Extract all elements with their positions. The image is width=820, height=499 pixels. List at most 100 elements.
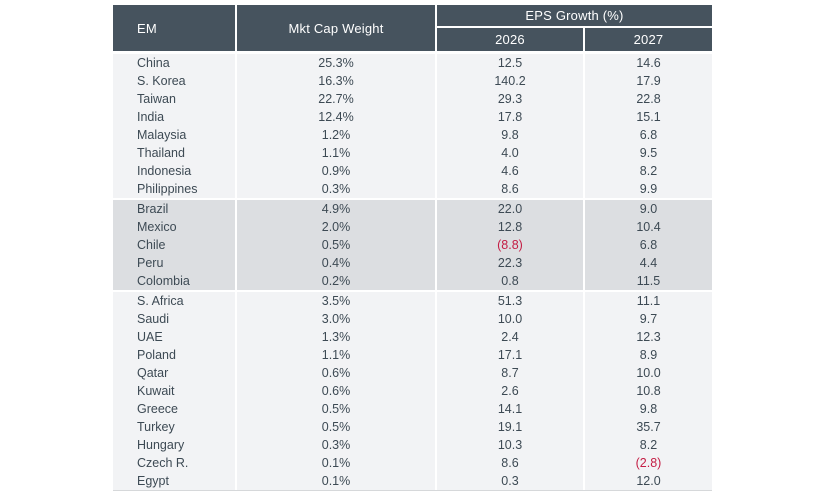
country-cell: Indonesia <box>137 164 192 178</box>
table-row: S. Africa 3.5% 51.3 11.1 <box>113 292 712 310</box>
country-group-0: China 25.3% 12.5 14.6 S. Korea 16.3% 140.2 17.9… <box>113 54 712 198</box>
table-row: UAE 1.3% 2.4 12.3 <box>113 328 712 346</box>
table-header: EM Mkt Cap Weight EPS Growth (%) 2026 20… <box>113 5 712 51</box>
weight-cell: 3.5% <box>235 292 435 310</box>
weight-cell: 0.6% <box>235 382 435 400</box>
header-cell-em: EM <box>137 20 157 36</box>
eps-2027-cell: 4.4 <box>583 254 712 272</box>
country-cell: Philippines <box>137 182 198 196</box>
eps-2027-cell: 35.7 <box>583 418 712 436</box>
table-row: China 25.3% 12.5 14.6 <box>113 54 712 72</box>
table-row: Malaysia 1.2% 9.8 6.8 <box>113 126 712 144</box>
eps-2026-cell: 0.8 <box>435 272 583 290</box>
header-cell-2026: 2026 <box>435 28 583 51</box>
eps-2026-cell: 2.4 <box>435 328 583 346</box>
table-row: Egypt 0.1% 0.3 12.0 <box>113 472 712 490</box>
eps-2027-cell: 8.9 <box>583 346 712 364</box>
table-row: Colombia 0.2% 0.8 11.5 <box>113 272 712 290</box>
weight-cell: 1.2% <box>235 126 435 144</box>
country-cell: Colombia <box>137 274 190 288</box>
table-body: China 25.3% 12.5 14.6 S. Korea 16.3% 140.2 17.9… <box>113 54 712 491</box>
table-row: Brazil 4.9% 22.0 9.0 <box>113 200 712 218</box>
table-row: India 12.4% 17.8 15.1 <box>113 108 712 126</box>
eps-2026-cell: (8.8) <box>435 236 583 254</box>
table-row: Turkey 0.5% 19.1 35.7 <box>113 418 712 436</box>
eps-2027-cell: 9.7 <box>583 310 712 328</box>
weight-cell: 1.3% <box>235 328 435 346</box>
weight-cell: 0.5% <box>235 236 435 254</box>
eps-2026-cell: 8.6 <box>435 180 583 198</box>
table-row: S. Korea 16.3% 140.2 17.9 <box>113 72 712 90</box>
eps-2027-cell: 11.5 <box>583 272 712 290</box>
eps-2026-cell: 140.2 <box>435 72 583 90</box>
country-cell: China <box>137 56 170 70</box>
eps-2026-cell: 2.6 <box>435 382 583 400</box>
eps-2026-cell: 4.0 <box>435 144 583 162</box>
country-cell: Peru <box>137 256 164 270</box>
eps-2027-cell: 9.0 <box>583 200 712 218</box>
eps-2027-cell: 15.1 <box>583 108 712 126</box>
country-cell: Qatar <box>137 366 169 380</box>
header-cell-eps-growth: EPS Growth (%) <box>435 5 712 28</box>
eps-2027-cell: 10.4 <box>583 218 712 236</box>
country-cell: Czech R. <box>137 456 189 470</box>
table-row: Philippines 0.3% 8.6 9.9 <box>113 180 712 198</box>
eps-2027-cell: 10.8 <box>583 382 712 400</box>
weight-cell: 2.0% <box>235 218 435 236</box>
header-cell-2027: 2027 <box>583 28 712 51</box>
weight-cell: 0.3% <box>235 436 435 454</box>
country-cell: Kuwait <box>137 384 175 398</box>
table-row: Thailand 1.1% 4.0 9.5 <box>113 144 712 162</box>
eps-2027-cell: 12.0 <box>583 472 712 490</box>
country-cell: S. Korea <box>137 74 186 88</box>
weight-cell: 0.1% <box>235 454 435 472</box>
weight-cell: 25.3% <box>235 54 435 72</box>
table-row: Saudi 3.0% 10.0 9.7 <box>113 310 712 328</box>
weight-cell: 4.9% <box>235 200 435 218</box>
eps-2026-cell: 14.1 <box>435 400 583 418</box>
eps-2027-cell: (2.8) <box>583 454 712 472</box>
eps-2027-cell: 6.8 <box>583 236 712 254</box>
header-cell-mktcap: Mkt Cap Weight <box>235 5 435 51</box>
country-cell: India <box>137 110 165 124</box>
weight-cell: 0.1% <box>235 472 435 490</box>
table-row: Qatar 0.6% 8.7 10.0 <box>113 364 712 382</box>
eps-2027-cell: 10.0 <box>583 364 712 382</box>
country-cell: Taiwan <box>137 92 176 106</box>
eps-2026-cell: 10.3 <box>435 436 583 454</box>
table-row: Greece 0.5% 14.1 9.8 <box>113 400 712 418</box>
weight-cell: 0.4% <box>235 254 435 272</box>
eps-2027-cell: 8.2 <box>583 162 712 180</box>
eps-2026-cell: 51.3 <box>435 292 583 310</box>
country-cell: UAE <box>137 330 163 344</box>
country-cell: Poland <box>137 348 176 362</box>
eps-2026-cell: 0.3 <box>435 472 583 490</box>
country-group-2: S. Africa 3.5% 51.3 11.1 Saudi 3.0% 10.0 9.7 UAE… <box>113 292 712 490</box>
eps-2026-cell: 9.8 <box>435 126 583 144</box>
eps-2027-cell: 22.8 <box>583 90 712 108</box>
weight-cell: 22.7% <box>235 90 435 108</box>
eps-2026-cell: 10.0 <box>435 310 583 328</box>
weight-cell: 0.2% <box>235 272 435 290</box>
eps-2027-cell: 14.6 <box>583 54 712 72</box>
weight-cell: 0.5% <box>235 400 435 418</box>
eps-2026-cell: 17.8 <box>435 108 583 126</box>
weight-cell: 0.5% <box>235 418 435 436</box>
eps-2026-cell: 22.3 <box>435 254 583 272</box>
table-row: Peru 0.4% 22.3 4.4 <box>113 254 712 272</box>
weight-cell: 1.1% <box>235 144 435 162</box>
eps-2027-cell: 6.8 <box>583 126 712 144</box>
eps-2026-cell: 17.1 <box>435 346 583 364</box>
eps-2026-cell: 8.7 <box>435 364 583 382</box>
table-row: Kuwait 0.6% 2.6 10.8 <box>113 382 712 400</box>
eps-2026-cell: 22.0 <box>435 200 583 218</box>
weight-cell: 0.3% <box>235 180 435 198</box>
eps-2026-cell: 19.1 <box>435 418 583 436</box>
country-cell: S. Africa <box>137 294 184 308</box>
country-cell: Turkey <box>137 420 175 434</box>
em-eps-table: EM Mkt Cap Weight EPS Growth (%) 2026 20… <box>113 5 712 491</box>
weight-cell: 12.4% <box>235 108 435 126</box>
weight-cell: 16.3% <box>235 72 435 90</box>
country-cell: Greece <box>137 402 178 416</box>
weight-cell: 3.0% <box>235 310 435 328</box>
